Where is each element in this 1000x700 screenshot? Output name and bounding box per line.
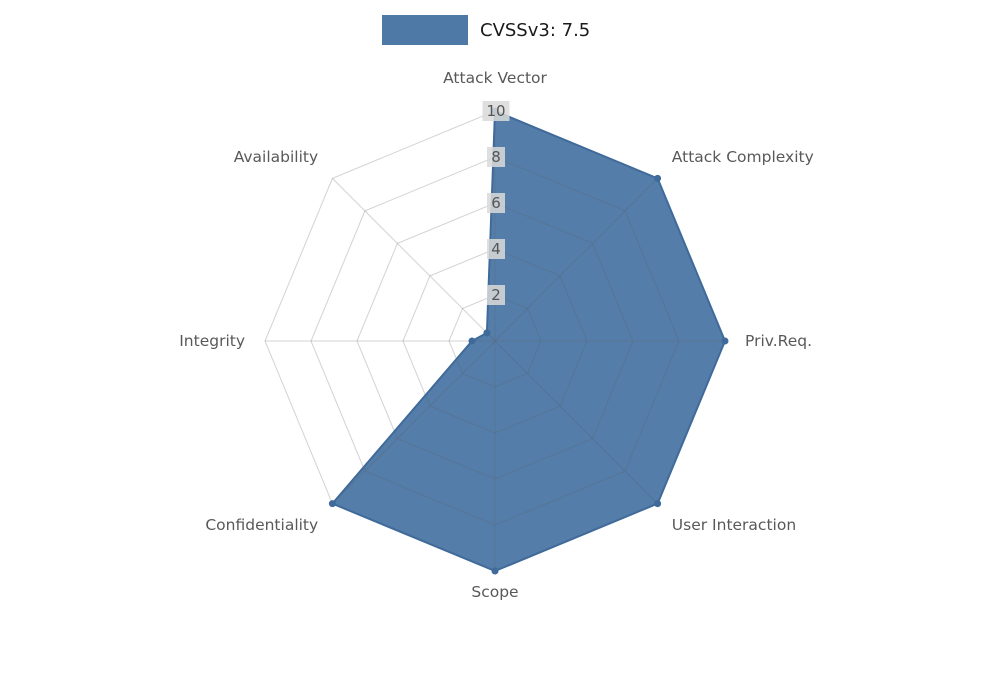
radial-tick-label: 2 xyxy=(491,286,501,304)
radial-tick-box xyxy=(487,239,505,259)
axis-label-integrity: Integrity xyxy=(179,332,245,350)
radar-vertex-marker xyxy=(721,337,729,345)
axis-label-attack-complexity: Attack Complexity xyxy=(672,148,814,166)
radial-tick-label: 8 xyxy=(491,148,501,166)
radar-vertex-marker xyxy=(654,174,662,182)
radar-series-fill xyxy=(332,111,725,571)
legend-swatch xyxy=(382,15,468,45)
radial-tick-box xyxy=(487,193,505,213)
radar-vertex-marker xyxy=(491,567,499,575)
axis-label-priv-req: Priv.Req. xyxy=(745,332,812,350)
radar-vertex-marker xyxy=(654,500,662,508)
radial-tick-label: 6 xyxy=(491,194,501,212)
axis-label-confidentiality: Confidentiality xyxy=(205,516,318,534)
radar-vertex-marker xyxy=(468,337,476,345)
chart-legend: CVSSv3: 7.5 xyxy=(382,15,590,45)
axis-label-availability: Availability xyxy=(234,148,319,166)
legend-label: CVSSv3: 7.5 xyxy=(480,19,591,41)
radial-tick-box xyxy=(482,101,510,121)
radar-vertex-marker xyxy=(328,500,336,508)
axis-label-scope: Scope xyxy=(471,583,518,601)
radar-vertex-marker xyxy=(483,329,491,337)
radial-tick-box xyxy=(487,147,505,167)
radial-tick-box xyxy=(487,285,505,305)
radial-tick-label: 10 xyxy=(486,102,505,120)
axis-label-user-interaction: User Interaction xyxy=(672,516,796,534)
axis-label-attack-vector: Attack Vector xyxy=(443,69,547,87)
radial-tick-label: 4 xyxy=(491,240,501,258)
